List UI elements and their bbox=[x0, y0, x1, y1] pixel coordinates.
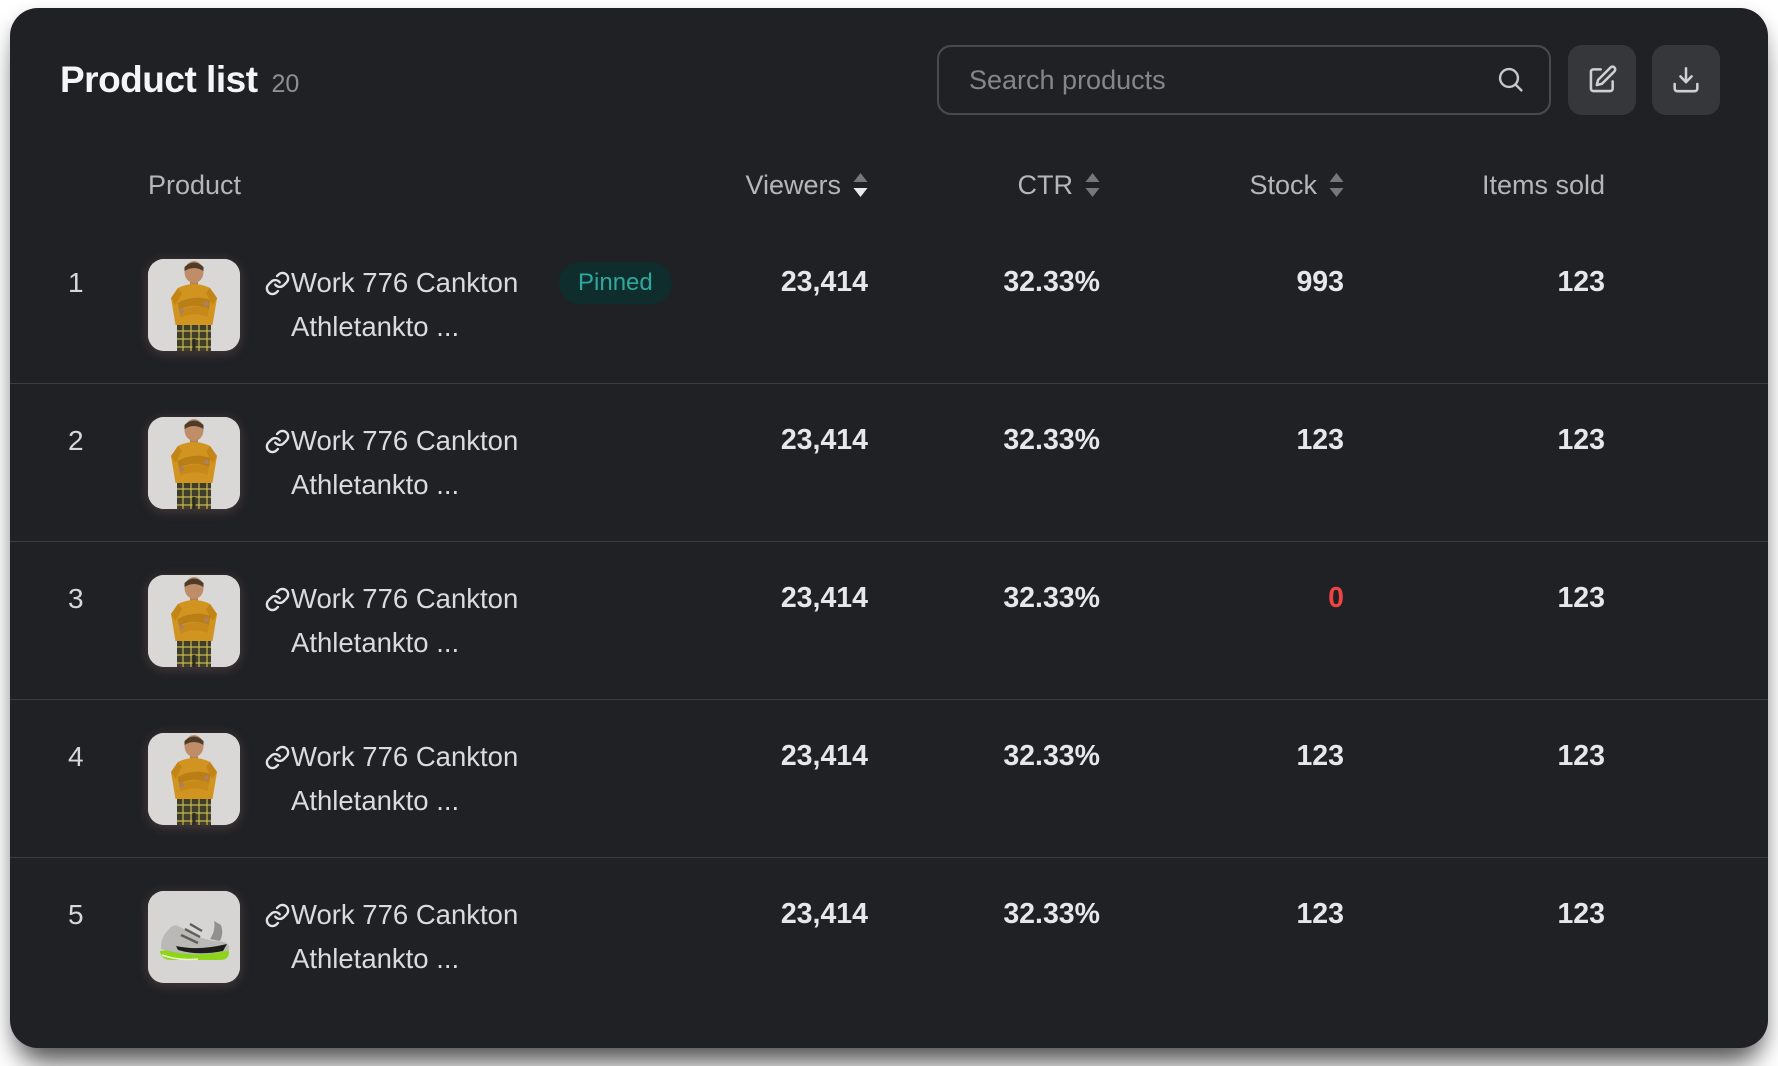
table-header: Product Viewers CTR Stock Items sold bbox=[10, 163, 1768, 207]
product-thumbnail-person[interactable] bbox=[148, 574, 240, 667]
items-sold-value: 123 bbox=[1557, 266, 1605, 298]
product-name[interactable]: Work 776 Cankton Athletankto ... bbox=[291, 424, 519, 500]
link-icon[interactable] bbox=[264, 744, 291, 776]
search-box bbox=[937, 45, 1551, 115]
person-model-image bbox=[148, 574, 240, 667]
viewers-value: 23,414 bbox=[780, 424, 868, 456]
product-count: 20 bbox=[271, 70, 300, 98]
column-header-index bbox=[62, 163, 134, 207]
viewers-value: 23,414 bbox=[780, 582, 868, 614]
search-icon bbox=[1498, 67, 1523, 92]
stock-value: 123 bbox=[1296, 898, 1344, 930]
pinned-badge: Pinned bbox=[559, 261, 672, 304]
product-name[interactable]: Work 776 Cankton Athletankto ... bbox=[291, 266, 519, 342]
stock-value: 123 bbox=[1296, 424, 1344, 456]
ctr-value: 32.33% bbox=[1003, 266, 1100, 298]
search-input[interactable] bbox=[967, 63, 1495, 97]
row-index: 5 bbox=[68, 898, 84, 930]
table-row[interactable]: 3 Work 776 Cankton Athlet bbox=[10, 541, 1768, 699]
stock-value: 0 bbox=[1328, 582, 1344, 614]
link-icon[interactable] bbox=[264, 270, 291, 302]
edit-icon bbox=[1589, 65, 1617, 93]
product-name[interactable]: Work 776 Cankton Athletankto ... bbox=[291, 740, 519, 816]
download-button[interactable] bbox=[1652, 45, 1720, 115]
table-row[interactable]: 2 Work 776 Cankton Athlet bbox=[10, 383, 1768, 541]
row-index: 4 bbox=[68, 740, 84, 772]
sort-icon[interactable] bbox=[853, 173, 868, 197]
stock-value: 993 bbox=[1296, 266, 1344, 298]
person-model-image bbox=[148, 258, 240, 351]
items-sold-value: 123 bbox=[1557, 740, 1605, 772]
top-bar: Product list 20 bbox=[10, 8, 1768, 115]
product-list-card: Product list 20 Product bbox=[10, 8, 1768, 1048]
product-name[interactable]: Work 776 Cankton Athletankto ... bbox=[291, 582, 519, 658]
link-icon[interactable] bbox=[264, 902, 291, 934]
product-thumbnail-person[interactable] bbox=[148, 416, 240, 509]
column-header-ctr[interactable]: CTR bbox=[868, 163, 1100, 207]
sneaker-image bbox=[148, 890, 240, 983]
product-info: Work 776 Cankton Athletankto ... bbox=[264, 735, 543, 823]
ctr-value: 32.33% bbox=[1003, 898, 1100, 930]
product-cell: Work 776 Cankton Athletankto ... Pinned bbox=[134, 258, 672, 351]
items-sold-value: 123 bbox=[1557, 424, 1605, 456]
product-info: Work 776 Cankton Athletankto ... bbox=[264, 419, 543, 507]
ctr-value: 32.33% bbox=[1003, 582, 1100, 614]
items-sold-value: 123 bbox=[1557, 582, 1605, 614]
viewers-value: 23,414 bbox=[780, 266, 868, 298]
person-model-image bbox=[148, 732, 240, 825]
table-row[interactable]: 5 Work 776 Cankton Athletankto ... 23,41 bbox=[10, 857, 1768, 1015]
column-header-product: Product bbox=[148, 170, 242, 200]
page-title: Product list bbox=[60, 59, 258, 100]
product-cell: Work 776 Cankton Athletankto ... bbox=[134, 574, 643, 667]
stock-value: 123 bbox=[1296, 740, 1344, 772]
column-header-viewers[interactable]: Viewers bbox=[643, 163, 868, 207]
viewers-value: 23,414 bbox=[780, 740, 868, 772]
link-icon[interactable] bbox=[264, 428, 291, 460]
table-row[interactable]: 1 Work 776 Cankton Athlet bbox=[10, 226, 1768, 383]
ctr-value: 32.33% bbox=[1003, 740, 1100, 772]
ctr-value: 32.33% bbox=[1003, 424, 1100, 456]
items-sold-value: 123 bbox=[1557, 898, 1605, 930]
row-index: 3 bbox=[68, 582, 84, 614]
row-index: 1 bbox=[68, 266, 84, 298]
product-thumbnail-person[interactable] bbox=[148, 732, 240, 825]
edit-button[interactable] bbox=[1568, 45, 1636, 115]
table-row[interactable]: 4 Work 776 Cankton Athlet bbox=[10, 699, 1768, 857]
product-thumbnail-person[interactable] bbox=[148, 258, 240, 351]
column-header-stock[interactable]: Stock bbox=[1100, 163, 1344, 207]
product-info: Work 776 Cankton Athletankto ... bbox=[264, 893, 543, 981]
link-icon[interactable] bbox=[264, 586, 291, 618]
product-cell: Work 776 Cankton Athletankto ... bbox=[134, 890, 643, 983]
viewers-value: 23,414 bbox=[780, 898, 868, 930]
person-model-image bbox=[148, 416, 240, 509]
sort-icon[interactable] bbox=[1085, 173, 1100, 197]
product-name[interactable]: Work 776 Cankton Athletankto ... bbox=[291, 898, 519, 974]
row-index: 2 bbox=[68, 424, 84, 456]
title-wrap: Product list 20 bbox=[60, 59, 937, 101]
download-icon bbox=[1673, 67, 1699, 93]
product-info: Work 776 Cankton Athletankto ... bbox=[264, 577, 543, 665]
table-body: 1 Work 776 Cankton Athlet bbox=[10, 226, 1768, 1015]
product-info: Work 776 Cankton Athletankto ... Pinned bbox=[264, 261, 672, 349]
column-header-items-sold: Items sold bbox=[1481, 170, 1605, 200]
sort-icon[interactable] bbox=[1329, 173, 1344, 197]
product-thumbnail-shoe[interactable] bbox=[148, 890, 240, 983]
product-cell: Work 776 Cankton Athletankto ... bbox=[134, 416, 643, 509]
product-cell: Work 776 Cankton Athletankto ... bbox=[134, 732, 643, 825]
